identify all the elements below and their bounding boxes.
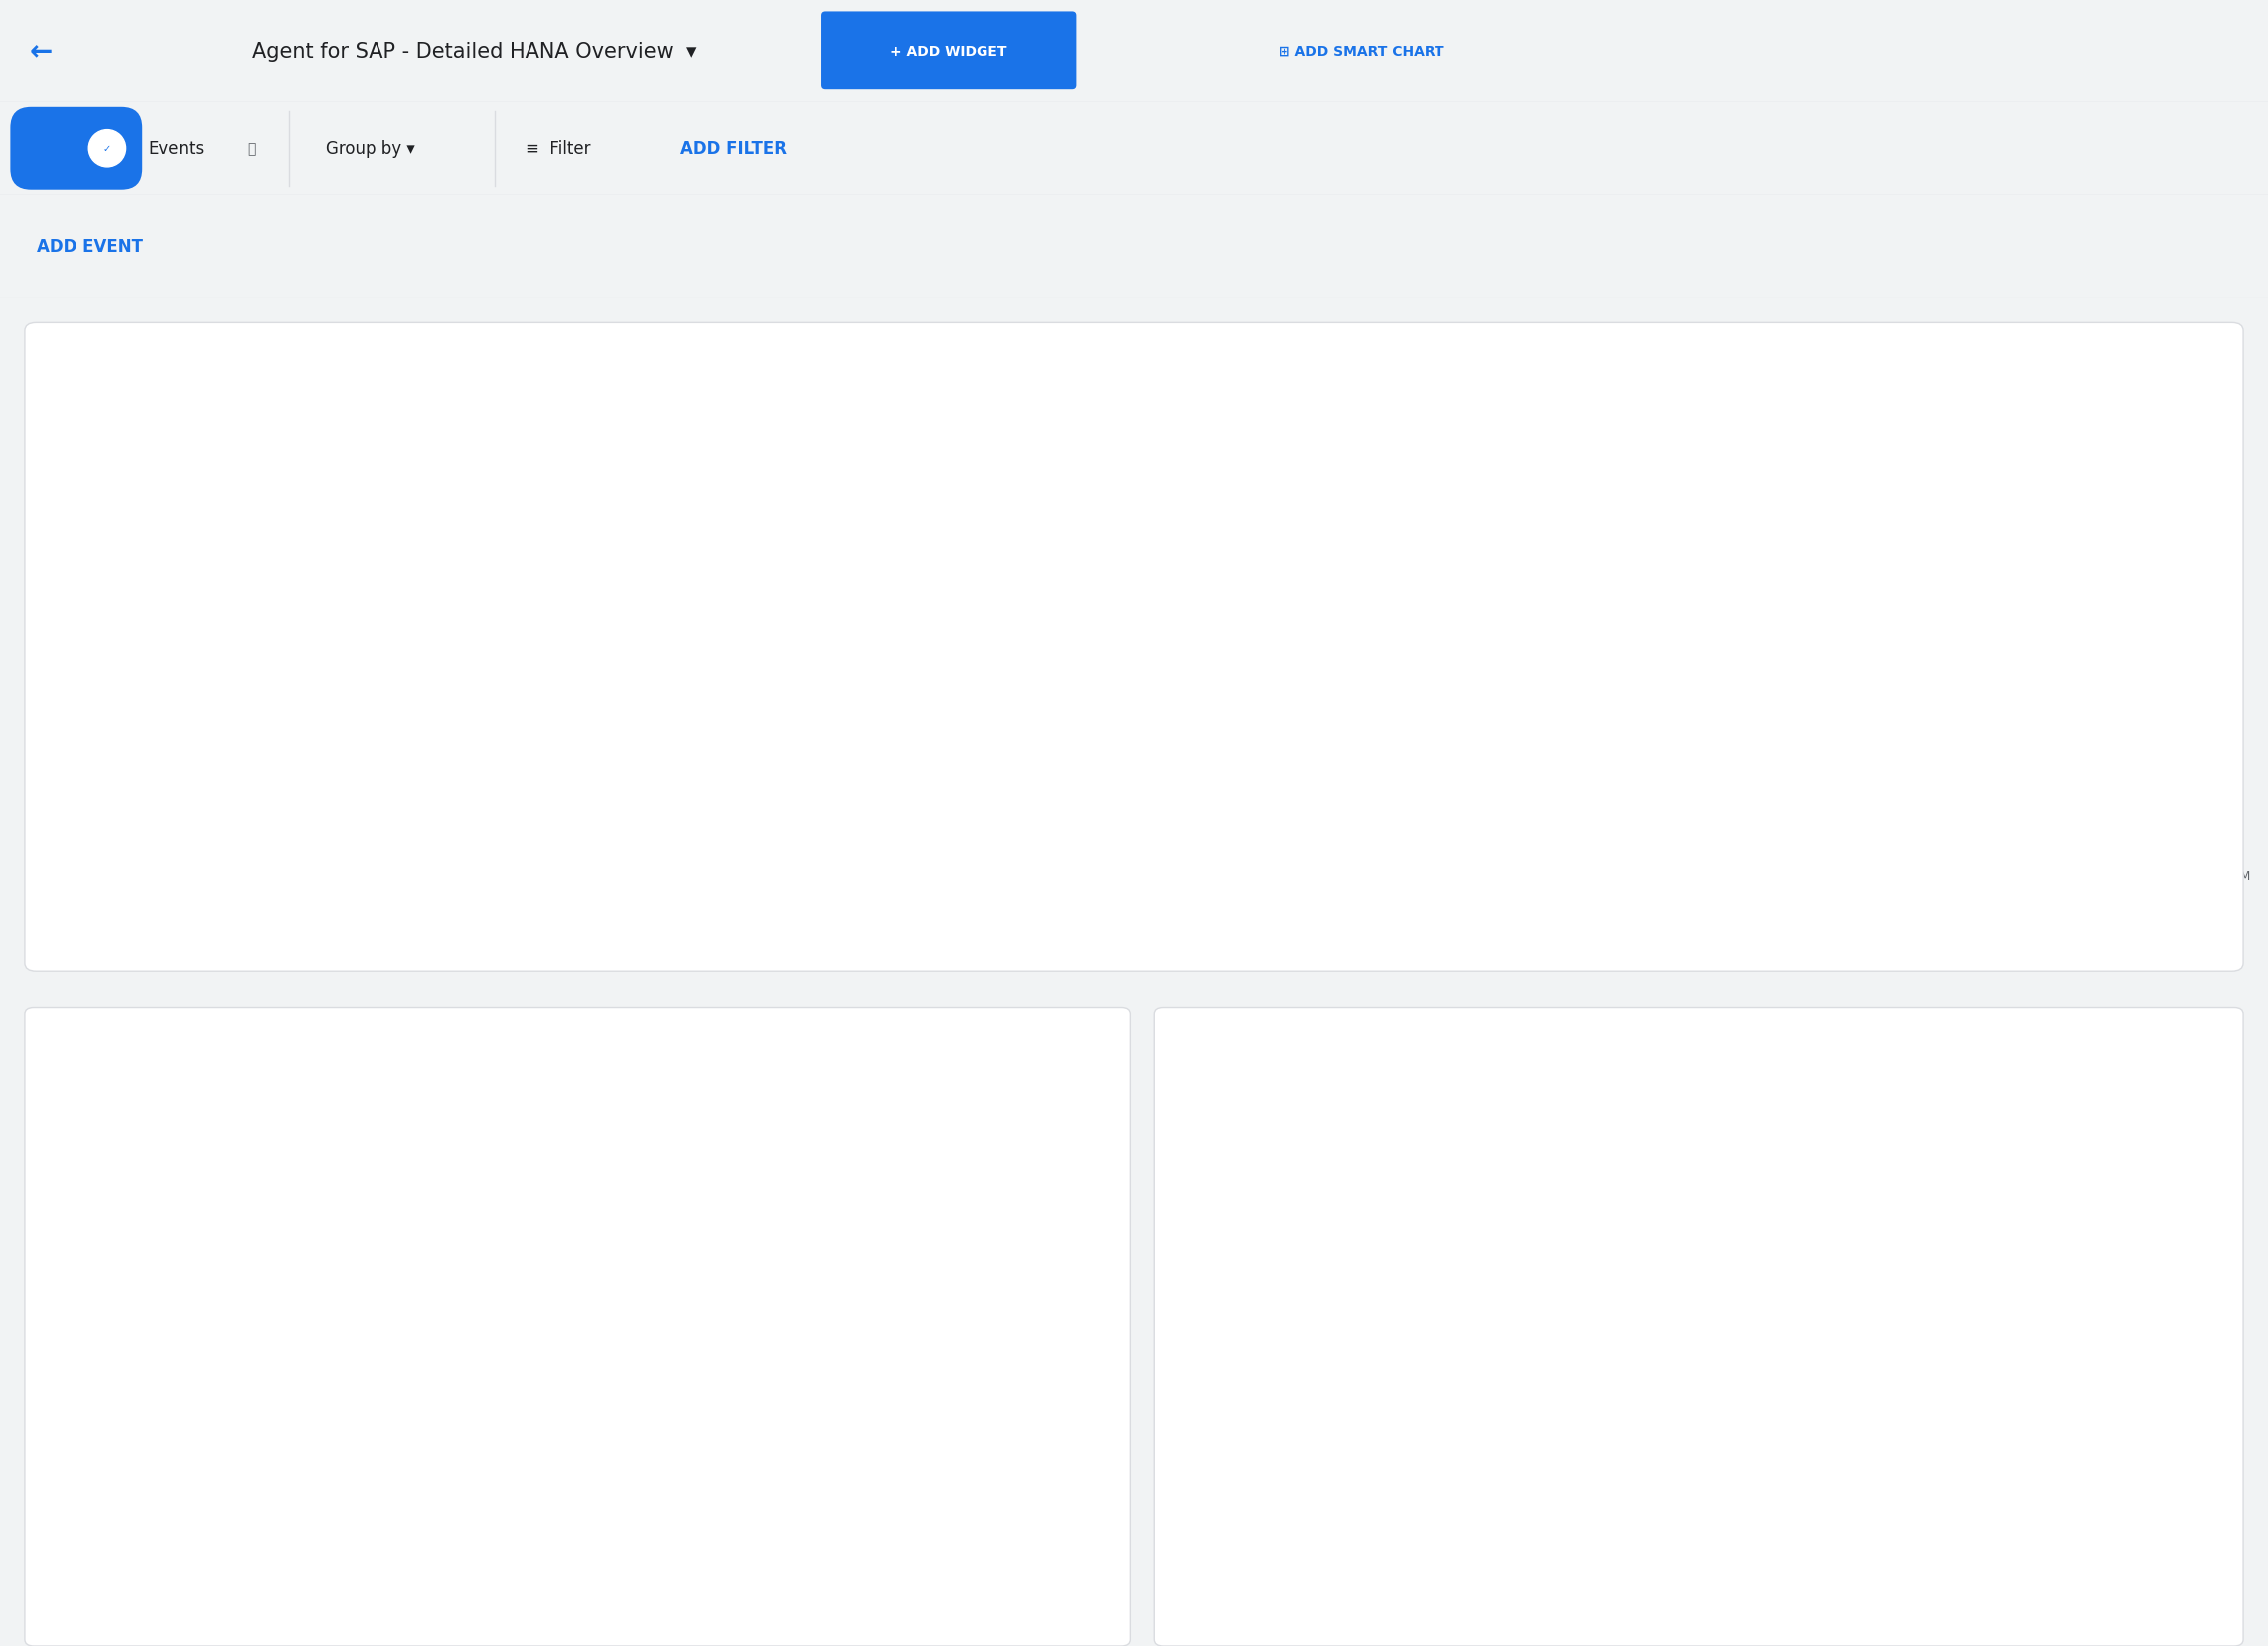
Text: ←: ← <box>29 38 52 66</box>
Text: ❓: ❓ <box>247 142 256 156</box>
Text: Events: Events <box>147 140 204 158</box>
Text: ≡  Filter: ≡ Filter <box>526 140 592 158</box>
Text: Agent for SAP - Detailed HANA Overview  ▾: Agent for SAP - Detailed HANA Overview ▾ <box>252 41 696 61</box>
Text: _SYS_AFL: _SYS_AFL <box>1413 1560 1467 1574</box>
Circle shape <box>88 130 125 168</box>
Text: _SYS_BI: _SYS_BI <box>1857 1560 1903 1574</box>
Text: webdispatcher: webdispatcher <box>914 1560 1002 1574</box>
Text: xsengine: xsengine <box>59 1602 113 1615</box>
Text: _SYS_ADVISOR: _SYS_ADVISOR <box>1186 1560 1272 1574</box>
Text: ADD FILTER: ADD FILTER <box>680 140 787 158</box>
Text: Service Memory Used: Service Memory Used <box>43 1034 222 1050</box>
Text: preprocessor: preprocessor <box>721 1560 796 1574</box>
Text: dnwh75rdbci current memory: dnwh75rdbci current memory <box>73 889 259 902</box>
Text: nameserver: nameserver <box>492 1560 562 1574</box>
Text: _SYS_REPO: _SYS_REPO <box>1724 1602 1787 1615</box>
Text: indexserver: indexserver <box>277 1560 347 1574</box>
FancyBboxPatch shape <box>11 109 143 191</box>
Text: + ADD WIDGET: + ADD WIDGET <box>889 44 1007 58</box>
Text: compileserver: compileserver <box>59 1560 143 1574</box>
Text: dnwh75rdbci total shared allocated memory size: dnwh75rdbci total shared allocated memor… <box>1073 889 1379 902</box>
Text: dnwh75rdbci peak used memory: dnwh75rdbci peak used memory <box>551 889 755 902</box>
Text: ✓: ✓ <box>102 145 111 155</box>
Text: Instance Memory: Instance Memory <box>48 349 202 367</box>
FancyBboxPatch shape <box>821 12 1077 91</box>
Text: ⊞ ADD SMART CHART: ⊞ ADD SMART CHART <box>1279 44 1445 58</box>
Text: Group by ▾: Group by ▾ <box>327 140 415 158</box>
Text: Schema Estimated Max Memory: Schema Estimated Max Memory <box>1173 1034 1440 1050</box>
Text: _SYS_PLAN_STABILITY: _SYS_PLAN_STABILITY <box>1445 1602 1572 1615</box>
Text: ADD EVENT: ADD EVENT <box>36 239 143 255</box>
Text: _SYS_DATA_ANONYMIZATION: _SYS_DATA_ANONYMIZATION <box>1186 1602 1354 1615</box>
Bar <box>2204 1554 2227 1592</box>
Text: _SYS_AUDIT: _SYS_AUDIT <box>1640 1560 1710 1574</box>
